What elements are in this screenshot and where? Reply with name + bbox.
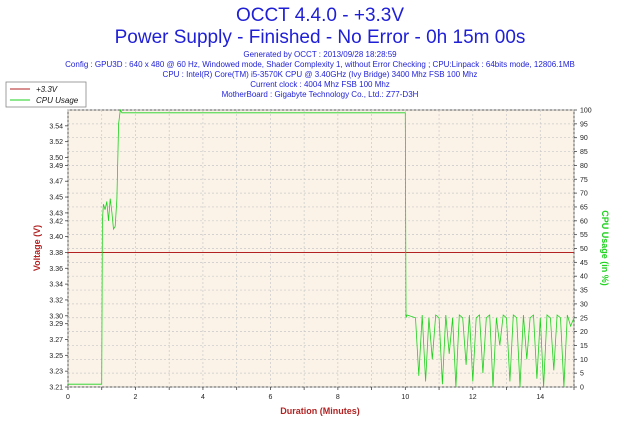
y-tick-label: 3.38	[49, 250, 63, 257]
x-tick-label: 10	[401, 394, 409, 401]
y2-tick-label: 40	[580, 274, 588, 281]
y-tick-label: 3.49	[49, 163, 63, 170]
info-line: Current clock : 4004 Mhz FSB 100 Mhz	[250, 80, 390, 89]
y-axis-label: Voltage (V)	[32, 225, 42, 271]
y2-tick-label: 0	[580, 385, 584, 392]
info-line: CPU : Intel(R) Core(TM) i5-3570K CPU @ 3…	[163, 70, 478, 79]
y2-tick-label: 85	[580, 149, 588, 156]
y-tick-label: 3.47	[49, 179, 63, 186]
y-tick-label: 3.23	[49, 369, 63, 376]
y-tick-label: 3.25	[49, 353, 63, 360]
y2-tick-label: 25	[580, 315, 588, 322]
info-line: Generated by OCCT : 2013/09/28 18:28:59	[243, 50, 397, 59]
y-tick-label: 3.36	[49, 266, 63, 273]
legend-label-cpu: CPU Usage	[36, 96, 79, 105]
y2-tick-label: 50	[580, 246, 588, 253]
y2-tick-label: 15	[580, 343, 588, 350]
y-tick-label: 3.34	[49, 282, 63, 289]
y2-tick-label: 70	[580, 191, 588, 198]
series-line-cpu-usage	[68, 108, 575, 388]
y2-tick-label: 35	[580, 288, 588, 295]
y-tick-label: 3.43	[49, 210, 63, 217]
y-tick-label: 3.42	[49, 218, 63, 225]
x-tick-label: 6	[268, 394, 272, 401]
y2-tick-label: 80	[580, 163, 588, 170]
y-tick-label: 3.40	[49, 234, 63, 241]
gridlines	[67, 109, 575, 388]
y2-tick-label: 90	[580, 135, 588, 142]
y-tick-label: 3.54	[49, 123, 63, 130]
y2-tick-label: 65	[580, 204, 588, 211]
y-tick-label: 3.52	[49, 139, 63, 146]
chart-title: OCCT 4.4.0 - +3.3V	[236, 5, 404, 26]
x-tick-label: 2	[134, 394, 138, 401]
x-axis-label: Duration (Minutes)	[280, 406, 360, 416]
y-tick-label: 3.27	[49, 337, 63, 344]
y2-axis-ticks: 0 5 10 15 20 25 30 35 40 45 50 55 60 65 70 75 80 85 90 95 10…	[574, 108, 592, 392]
info-line: MotherBoard : Gigabyte Technology Co., L…	[222, 90, 419, 99]
x-axis-ticks: 0 2 4 6 8 10 12 14	[66, 387, 575, 401]
y-tick-label: 3.50	[49, 155, 63, 162]
chart-subtitle: Power Supply - Finished - No Error - 0h …	[115, 27, 526, 48]
x-tick-label: 0	[66, 394, 70, 401]
y2-tick-label: 30	[580, 301, 588, 308]
y2-tick-label: 5	[580, 371, 584, 378]
y2-tick-label: 55	[580, 232, 588, 239]
y-tick-label: 3.32	[49, 297, 63, 304]
y2-tick-label: 45	[580, 260, 588, 267]
y-tick-label: 3.30	[49, 313, 63, 320]
legend: +3.3V CPU Usage	[5, 81, 87, 108]
legend-label-voltage: +3.3V	[36, 85, 58, 94]
y-axis-ticks: 3.21 3.23 3.25 3.27 3.293.30 3.32 3.34 3.36 3.38…	[49, 123, 68, 392]
y-tick-label: 3.45	[49, 195, 63, 202]
y-tick-label: 3.21	[49, 385, 63, 392]
info-line: Config : GPU3D : 640 x 480 @ 60 Hz, Wind…	[65, 60, 575, 69]
y2-tick-label: 60	[580, 218, 588, 225]
y-tick-label: 3.29	[49, 321, 63, 328]
y2-tick-label: 10	[580, 357, 588, 364]
y2-tick-label: 75	[580, 177, 588, 184]
y2-tick-label: 95	[580, 121, 588, 128]
x-tick-label: 4	[201, 394, 205, 401]
x-tick-label: 8	[336, 394, 340, 401]
y2-axis-label: CPU Usage (in %)	[600, 210, 610, 286]
series-layer	[68, 108, 575, 388]
x-tick-label: 12	[469, 394, 477, 401]
y2-tick-label: 20	[580, 329, 588, 336]
x-tick-label: 14	[536, 394, 544, 401]
legend-box	[5, 81, 87, 108]
y2-tick-label: 100	[580, 108, 592, 115]
